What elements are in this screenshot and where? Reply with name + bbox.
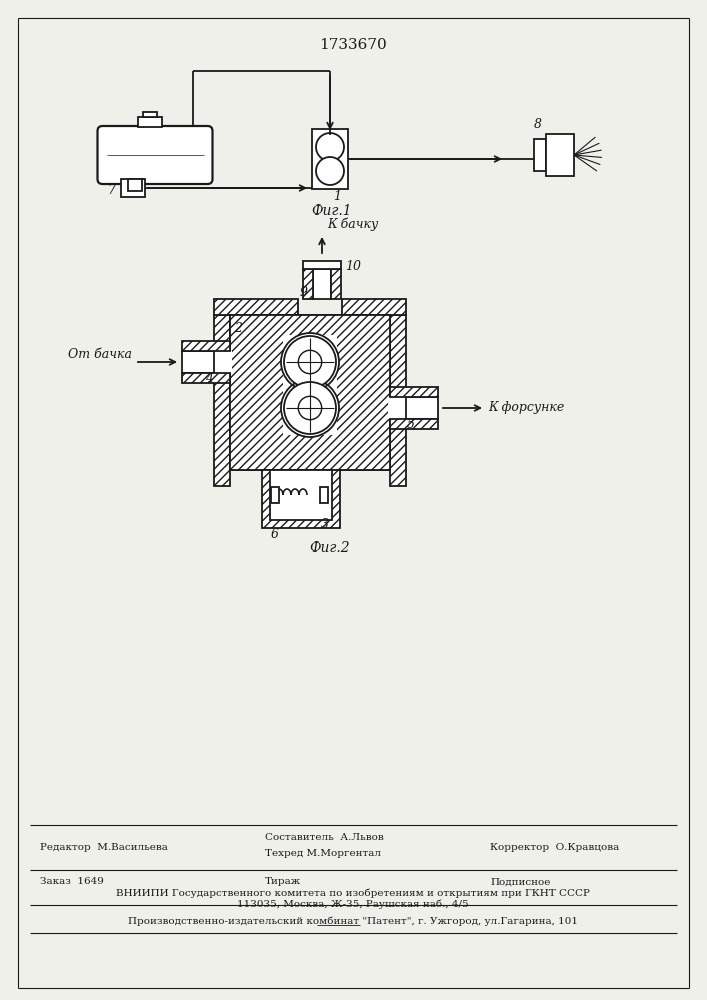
Text: К форсунке: К форсунке [488, 401, 564, 414]
Bar [143, 112, 157, 117]
Bar [331, 269, 341, 299]
Circle shape [316, 157, 344, 185]
Bar [406, 397, 438, 419]
Bar [546, 134, 574, 176]
Bar [230, 315, 390, 470]
Circle shape [298, 396, 322, 420]
Text: 4: 4 [205, 372, 213, 385]
Bar [283, 335, 337, 435]
Bar [303, 261, 341, 269]
Bar [534, 139, 546, 171]
Text: К бачку: К бачку [327, 217, 378, 231]
Text: 1: 1 [333, 190, 341, 204]
Text: Техред М.Моргентал: Техред М.Моргентал [265, 848, 381, 857]
Bar [320, 487, 328, 503]
Text: 8: 8 [534, 117, 542, 130]
Bar [388, 397, 406, 419]
Bar [230, 315, 390, 470]
Circle shape [284, 336, 336, 388]
Text: Редактор  М.Васильева: Редактор М.Васильева [40, 842, 168, 852]
Bar [271, 487, 279, 503]
Bar [262, 470, 340, 528]
Text: ВНИИПИ Государственного комитета по изобретениям и открытиям при ГКНТ СССР: ВНИИПИ Государственного комитета по изоб… [116, 888, 590, 898]
Bar [214, 315, 230, 486]
Bar [128, 179, 142, 191]
Bar [313, 269, 331, 299]
Text: Корректор  О.Кравцова: Корректор О.Кравцова [490, 842, 619, 852]
Text: Фиг.1: Фиг.1 [312, 204, 352, 218]
Bar [182, 373, 230, 383]
Text: 1733670: 1733670 [319, 38, 387, 52]
Bar [342, 299, 406, 315]
Bar [214, 351, 232, 373]
FancyBboxPatch shape [98, 126, 213, 184]
Text: Фиг.2: Фиг.2 [310, 541, 350, 555]
Circle shape [284, 382, 336, 434]
Bar [270, 470, 332, 520]
Circle shape [281, 333, 339, 391]
Text: Заказ  1649: Заказ 1649 [40, 878, 104, 886]
Text: От бачка: От бачка [68, 348, 132, 360]
Bar [182, 351, 214, 373]
Bar [121, 179, 145, 197]
Bar [312, 129, 348, 189]
Text: 5: 5 [407, 418, 415, 432]
Circle shape [281, 379, 339, 437]
Bar [390, 387, 438, 397]
Text: 9: 9 [300, 286, 308, 300]
Bar [182, 341, 230, 351]
Text: Составитель  А.Львов: Составитель А.Львов [265, 834, 384, 842]
Bar [390, 419, 438, 429]
Text: 2: 2 [234, 322, 242, 334]
Circle shape [298, 350, 322, 374]
Text: 6: 6 [271, 528, 279, 540]
Text: 7: 7 [107, 184, 115, 198]
Text: Подписное: Подписное [490, 878, 550, 886]
Text: 10: 10 [345, 260, 361, 273]
Circle shape [316, 133, 344, 161]
Text: Тираж: Тираж [265, 878, 301, 886]
Text: Производственно-издательский комбинат "Патент", г. Ужгород, ул.Гагарина, 101: Производственно-издательский комбинат "П… [128, 916, 578, 926]
Text: 113035, Москва, Ж-35, Раушская наб., 4/5: 113035, Москва, Ж-35, Раушская наб., 4/5 [237, 899, 469, 909]
Text: 3: 3 [321, 518, 329, 532]
Bar [214, 299, 298, 315]
Bar [390, 315, 406, 486]
Bar [138, 117, 162, 127]
Bar [303, 269, 313, 299]
